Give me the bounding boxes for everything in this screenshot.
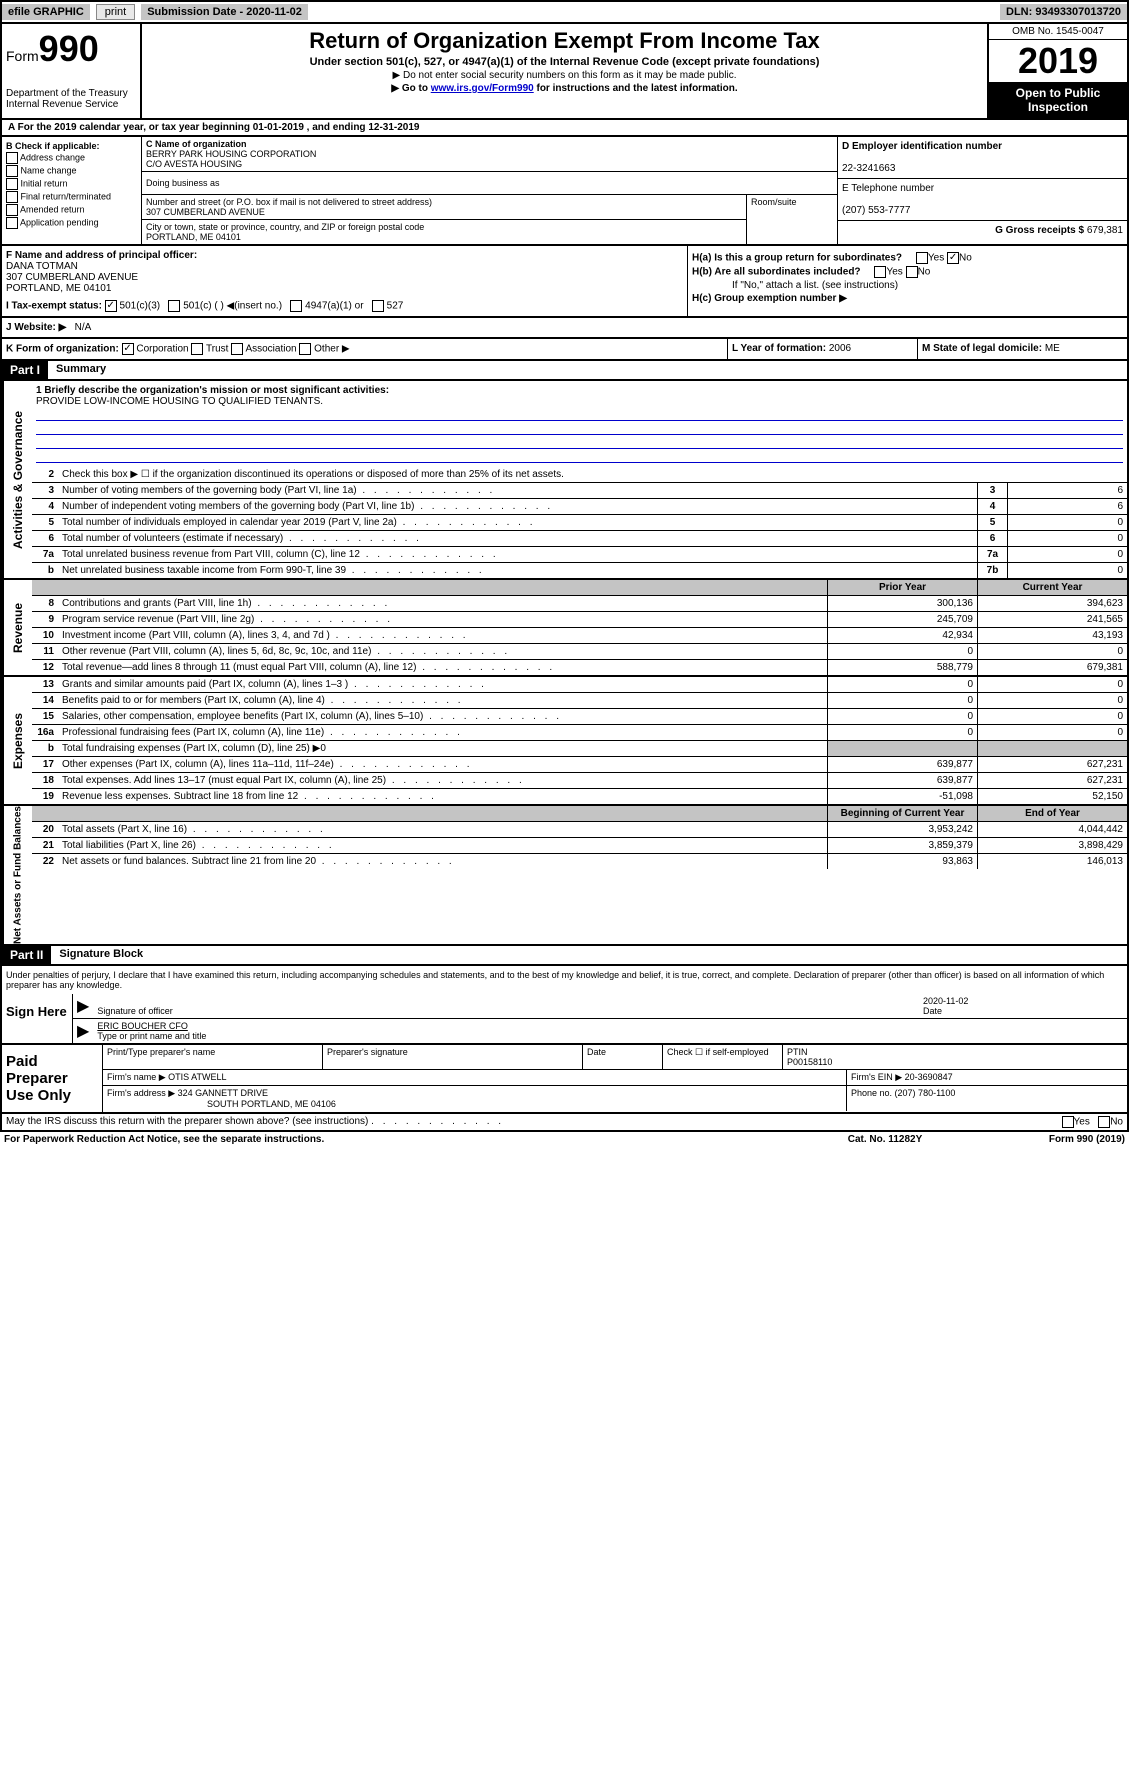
header-left: Form990 Department of the Treasury Inter… xyxy=(2,24,142,118)
print-wrap: print xyxy=(90,2,141,22)
preparer-section: Paid Preparer Use Only Print/Type prepar… xyxy=(0,1045,1129,1114)
dln-label: DLN: 93493307013720 xyxy=(1000,4,1127,20)
row-j: J Website: ▶ N/A xyxy=(0,318,1129,339)
info-row-1: B Check if applicable: Address change Na… xyxy=(0,137,1129,246)
table-row: 6Total number of volunteers (estimate if… xyxy=(32,531,1127,547)
header-row: Form990 Department of the Treasury Inter… xyxy=(0,24,1129,120)
dept-label: Department of the Treasury Internal Reve… xyxy=(6,88,136,110)
table-row: 8Contributions and grants (Part VIII, li… xyxy=(32,596,1127,612)
netassets-block: Net Assets or Fund Balances Beginning of… xyxy=(0,806,1129,946)
table-row: 14Benefits paid to or for members (Part … xyxy=(32,693,1127,709)
table-row: 16aProfessional fundraising fees (Part I… xyxy=(32,725,1127,741)
header-mid: Return of Organization Exempt From Incom… xyxy=(142,24,987,118)
side-expenses: Expenses xyxy=(2,677,32,804)
table-row: bTotal fundraising expenses (Part IX, co… xyxy=(32,741,1127,757)
table-row: bNet unrelated business taxable income f… xyxy=(32,563,1127,578)
section-c: C Name of organization BERRY PARK HOUSIN… xyxy=(142,137,837,244)
side-revenue: Revenue xyxy=(2,580,32,675)
note-link: ▶ Go to www.irs.gov/Form990 for instruct… xyxy=(146,83,983,94)
table-row: 13Grants and similar amounts paid (Part … xyxy=(32,677,1127,693)
footer-final: For Paperwork Reduction Act Notice, see … xyxy=(0,1132,1129,1147)
side-governance: Activities & Governance xyxy=(2,381,32,578)
section-h: H(a) Is this a group return for subordin… xyxy=(687,246,1127,316)
row-a: A For the 2019 calendar year, or tax yea… xyxy=(0,120,1129,137)
signature-section: Under penalties of perjury, I declare th… xyxy=(0,966,1129,1045)
table-row: 7aTotal unrelated business revenue from … xyxy=(32,547,1127,563)
table-row: 5Total number of individuals employed in… xyxy=(32,515,1127,531)
section-b: B Check if applicable: Address change Na… xyxy=(2,137,142,244)
section-f: F Name and address of principal officer:… xyxy=(2,246,687,316)
table-row: 12Total revenue—add lines 8 through 11 (… xyxy=(32,660,1127,675)
table-row: 11Other revenue (Part VIII, column (A), … xyxy=(32,644,1127,660)
table-row: 9Program service revenue (Part VIII, lin… xyxy=(32,612,1127,628)
table-row: 15Salaries, other compensation, employee… xyxy=(32,709,1127,725)
part1-header: Part I Summary xyxy=(0,361,1129,381)
irs-link[interactable]: www.irs.gov/Form990 xyxy=(431,83,534,94)
irs-discuss-row: May the IRS discuss this return with the… xyxy=(0,1114,1129,1132)
preparer-label: Paid Preparer Use Only xyxy=(2,1045,102,1112)
revenue-block: Revenue Prior YearCurrent Year 8Contribu… xyxy=(0,580,1129,677)
table-row: 4Number of independent voting members of… xyxy=(32,499,1127,515)
table-row: 3Number of voting members of the governi… xyxy=(32,483,1127,499)
table-row: 10Investment income (Part VIII, column (… xyxy=(32,628,1127,644)
table-row: 22Net assets or fund balances. Subtract … xyxy=(32,854,1127,869)
print-button[interactable]: print xyxy=(96,4,135,20)
info-row-2: F Name and address of principal officer:… xyxy=(0,246,1129,318)
open-inspection: Open to Public Inspection xyxy=(989,82,1127,118)
section-d: D Employer identification number22-32416… xyxy=(837,137,1127,244)
table-row: 21Total liabilities (Part X, line 26)3,8… xyxy=(32,838,1127,854)
form-subtitle: Under section 501(c), 527, or 4947(a)(1)… xyxy=(146,56,983,68)
part2-header: Part II Signature Block xyxy=(0,946,1129,966)
table-row: 17Other expenses (Part IX, column (A), l… xyxy=(32,757,1127,773)
omb-label: OMB No. 1545-0047 xyxy=(989,24,1127,40)
expenses-block: Expenses 13Grants and similar amounts pa… xyxy=(0,677,1129,806)
form-number: Form990 xyxy=(6,28,136,70)
form-title: Return of Organization Exempt From Incom… xyxy=(146,28,983,54)
note-ssn: ▶ Do not enter social security numbers o… xyxy=(146,70,983,81)
side-netassets: Net Assets or Fund Balances xyxy=(2,806,32,944)
submission-date: Submission Date - 2020-11-02 xyxy=(141,4,308,20)
sign-here-label: Sign Here xyxy=(2,994,72,1043)
top-bar: efile GRAPHIC print Submission Date - 20… xyxy=(0,0,1129,24)
tax-year: 2019 xyxy=(989,40,1127,82)
efile-label: efile GRAPHIC xyxy=(2,4,90,20)
table-row: 19Revenue less expenses. Subtract line 1… xyxy=(32,789,1127,804)
table-row: 18Total expenses. Add lines 13–17 (must … xyxy=(32,773,1127,789)
row-k: K Form of organization: Corporation Trus… xyxy=(0,339,1129,361)
table-row: 20Total assets (Part X, line 16)3,953,24… xyxy=(32,822,1127,838)
governance-block: Activities & Governance 1 Briefly descri… xyxy=(0,381,1129,580)
header-right: OMB No. 1545-0047 2019 Open to Public In… xyxy=(987,24,1127,118)
